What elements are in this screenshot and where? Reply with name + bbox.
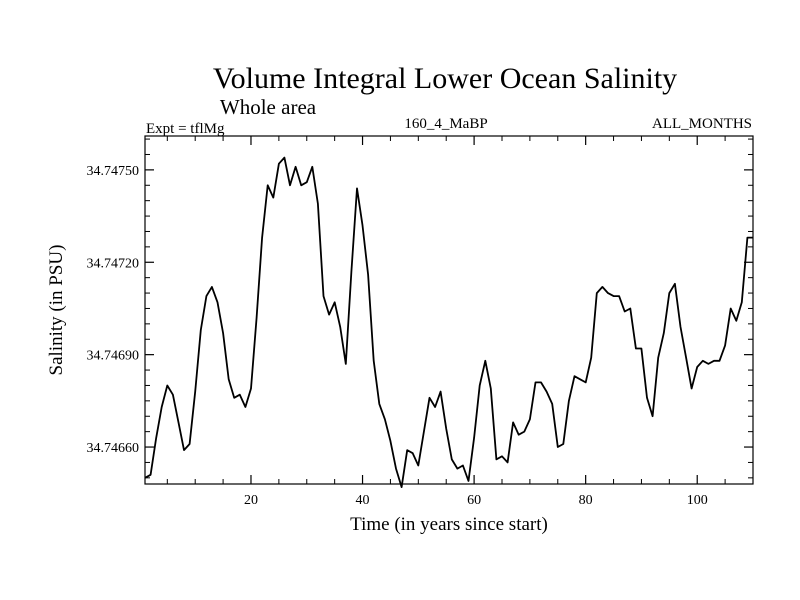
experiment-label: Expt = tflMg <box>146 121 225 137</box>
y-axis-label: Salinity (in PSU) <box>46 245 67 376</box>
x-tick-label: 60 <box>467 493 481 508</box>
y-tick-label: 34.74660 <box>87 441 140 456</box>
y-tick-label: 34.74720 <box>87 256 140 271</box>
months-label: ALL_MONTHS <box>652 116 752 132</box>
x-tick-label: 100 <box>687 493 708 508</box>
x-tick-label: 80 <box>579 493 593 508</box>
y-axis: 34.74660 34.74690 34.74720 34.74750 <box>87 138 753 479</box>
run-id-label: 160_4_MaBP <box>404 116 487 132</box>
y-tick-label: 34.74690 <box>87 349 140 364</box>
x-tick-label: 20 <box>244 493 258 508</box>
plot-frame <box>144 135 754 485</box>
chart-title: Volume Integral Lower Ocean Salinity <box>213 62 677 95</box>
salinity-series-line <box>144 156 753 488</box>
y-tick-label: 34.74750 <box>87 164 140 179</box>
chart-subtitle: Whole area <box>220 95 317 119</box>
x-axis-label: Time (in years since start) <box>350 514 548 535</box>
x-axis: 20 40 60 80 100 <box>166 136 754 508</box>
x-tick-label: 40 <box>356 493 370 508</box>
